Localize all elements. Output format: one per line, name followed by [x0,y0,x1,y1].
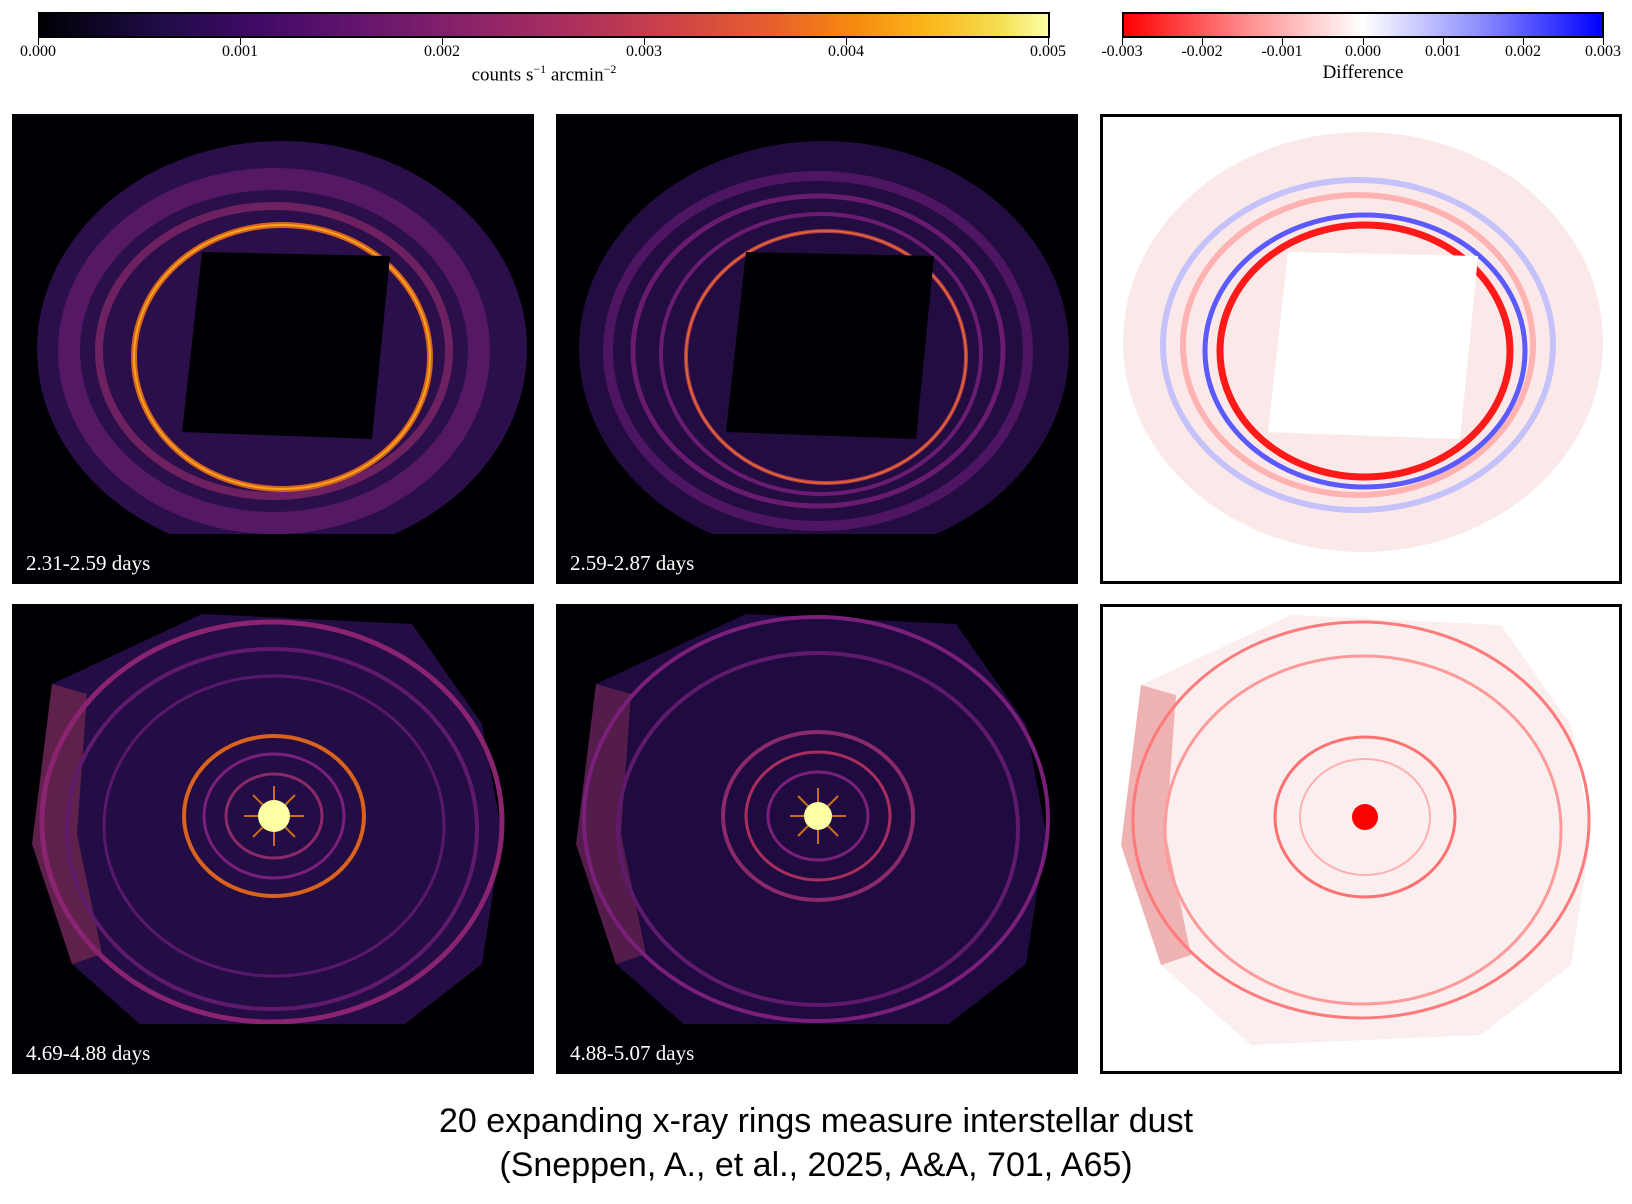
counts-tick-label: 0.004 [828,43,864,60]
difference-tick-label: 0.003 [1585,43,1621,60]
time-range-label: 2.31-2.59 days [26,551,151,575]
difference-tick-label: 0.001 [1425,43,1461,60]
xray-ring-image [556,141,1078,584]
counts-tick-label: 0.001 [222,43,258,60]
difference-ring-image [1123,132,1603,552]
difference-tick-label: -0.001 [1261,43,1303,60]
difference-tick-label: -0.002 [1181,43,1223,60]
caption-title: 20 expanding x-ray rings measure interst… [438,1102,1194,1140]
xray-image-panel-top-left: 2.31-2.59 days [12,114,534,584]
difference-tick-label: 0.002 [1505,43,1541,60]
xray-image-panel-bottom-middle: 4.88-5.07 days [556,604,1078,1074]
difference-tick-label: 0.000 [1345,43,1381,60]
time-range-label: 4.69-4.88 days [26,1041,151,1065]
xray-ring-image [12,614,534,1074]
time-range-label: 2.59-2.87 days [570,551,695,575]
xray-image-panel-bottom-left: 4.69-4.88 days [12,604,534,1074]
counts-tick-label: 0.000 [20,43,56,60]
difference-ring-image [1121,615,1591,1045]
counts-tick-label: 0.002 [424,43,460,60]
difference-colorbar [1122,12,1604,38]
difference-colorbar-label: Difference [1322,62,1404,83]
counts-colorbar [38,12,1050,38]
xray-ring-image [556,614,1078,1074]
counts-tick-label: 0.003 [626,43,662,60]
caption-citation: (Sneppen, A., et al., 2025, A&A, 701, A6… [499,1146,1133,1184]
xray-image-panel-top-middle: 2.59-2.87 days [556,114,1078,584]
difference-tick-label: -0.003 [1101,43,1143,60]
xray-ring-image [12,141,534,584]
difference-image-panel-bottom [1100,604,1622,1074]
time-range-label: 4.88-5.07 days [570,1041,695,1065]
difference-image-panel-top [1100,114,1622,584]
counts-tick-label: 0.005 [1030,43,1066,60]
counts-colorbar-label: counts s−1 arcmin−2 [471,62,617,86]
